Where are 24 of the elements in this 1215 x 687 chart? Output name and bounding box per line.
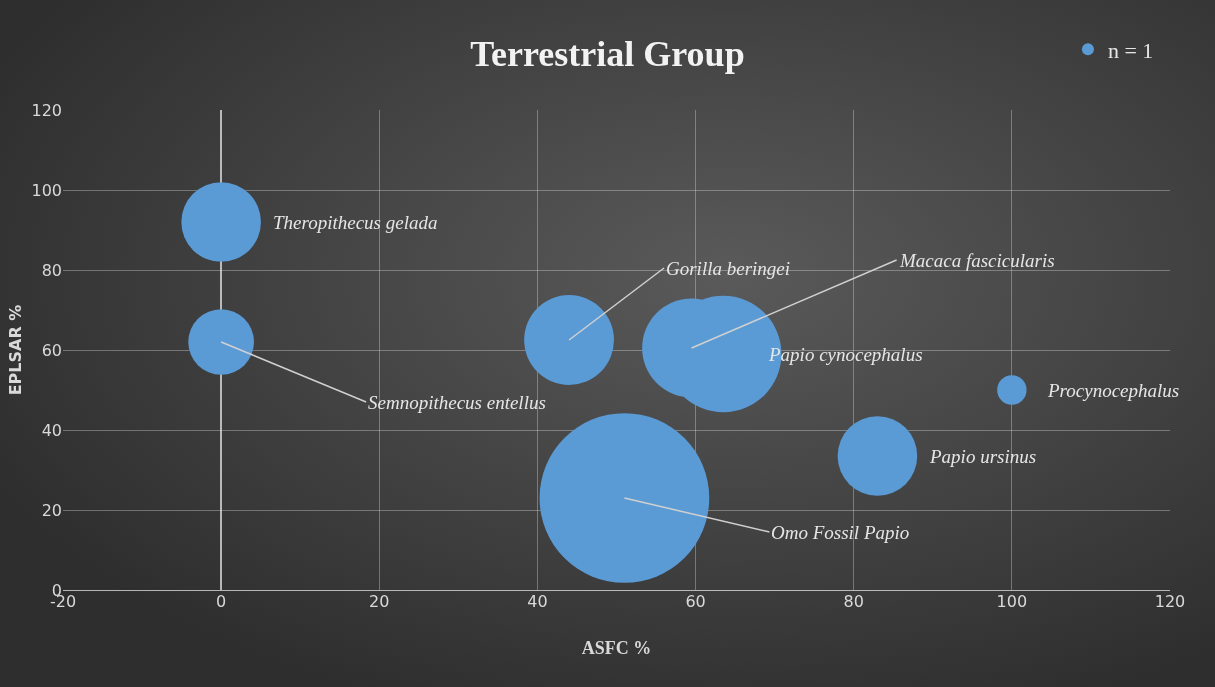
annotation: Theropithecus gelada (273, 212, 438, 233)
x-tick-label: 100 (996, 592, 1028, 611)
y-tick-label: 100 (31, 180, 62, 200)
y-tick-label: 40 (41, 420, 62, 440)
annotation: Gorilla beringei (666, 258, 791, 279)
chart-title: Terrestrial Group (470, 34, 745, 75)
annotation: Papio ursinus (929, 446, 1037, 467)
annotation: Omo Fossil Papio (771, 522, 910, 543)
annotation: Macaca fascicularis (899, 250, 1055, 271)
x-tick-label: 60 (685, 592, 706, 611)
annotation: Semnopithecus entellus (368, 392, 546, 413)
x-axis-title: ASFC % (581, 638, 652, 658)
x-tick-label: 120 (1154, 592, 1186, 611)
legend-label: n = 1 (1107, 37, 1154, 63)
x-tick-label: 0 (216, 592, 227, 611)
y-tick-label: 80 (41, 260, 62, 280)
y-tick-label: 60 (41, 340, 62, 360)
x-tick-label: 40 (527, 592, 548, 611)
y-tick-label: 120 (31, 100, 62, 120)
x-tick-label: 20 (369, 592, 390, 611)
annotation: Procynocephalus (1047, 380, 1180, 401)
y-tick-label: 20 (41, 500, 62, 520)
y-axis-title: EPLSAR % (6, 304, 25, 396)
x-tick-label: 80 (843, 592, 864, 611)
